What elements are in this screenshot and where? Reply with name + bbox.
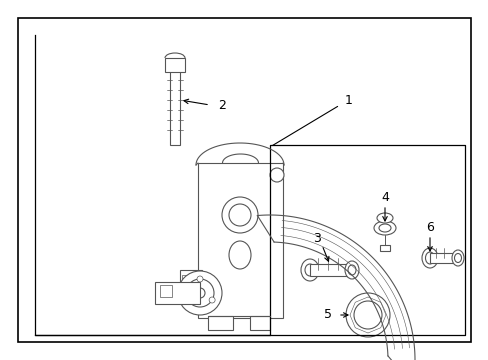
Bar [207,316,232,330]
Circle shape [185,279,214,307]
Text: 3: 3 [312,231,320,244]
Ellipse shape [301,259,318,281]
Text: 4: 4 [380,190,388,203]
Bar [155,282,200,304]
Bar [249,316,269,330]
Bar [182,275,190,283]
Ellipse shape [345,261,358,279]
Ellipse shape [305,264,314,276]
Circle shape [222,197,258,233]
Circle shape [209,297,215,303]
Bar [309,264,351,276]
Bar [429,253,457,263]
Bar [379,245,389,251]
Circle shape [195,288,204,298]
Bar [198,163,283,318]
Ellipse shape [453,253,461,262]
Text: 5: 5 [324,309,331,321]
Circle shape [269,168,284,182]
Ellipse shape [347,265,355,275]
Text: 6: 6 [425,220,433,234]
Ellipse shape [451,250,463,266]
Circle shape [178,271,222,315]
Circle shape [353,301,381,329]
Text: 1: 1 [345,94,352,107]
Ellipse shape [378,224,390,232]
Circle shape [346,293,389,337]
Circle shape [197,276,203,282]
Ellipse shape [228,241,250,269]
Ellipse shape [373,221,395,235]
Circle shape [184,297,190,303]
Bar [180,270,202,298]
Ellipse shape [376,213,392,223]
Ellipse shape [425,252,434,264]
Bar [160,285,172,297]
Ellipse shape [421,248,437,268]
Text: 2: 2 [218,99,225,112]
Bar [170,70,180,145]
Bar [164,58,184,72]
Circle shape [228,204,250,226]
